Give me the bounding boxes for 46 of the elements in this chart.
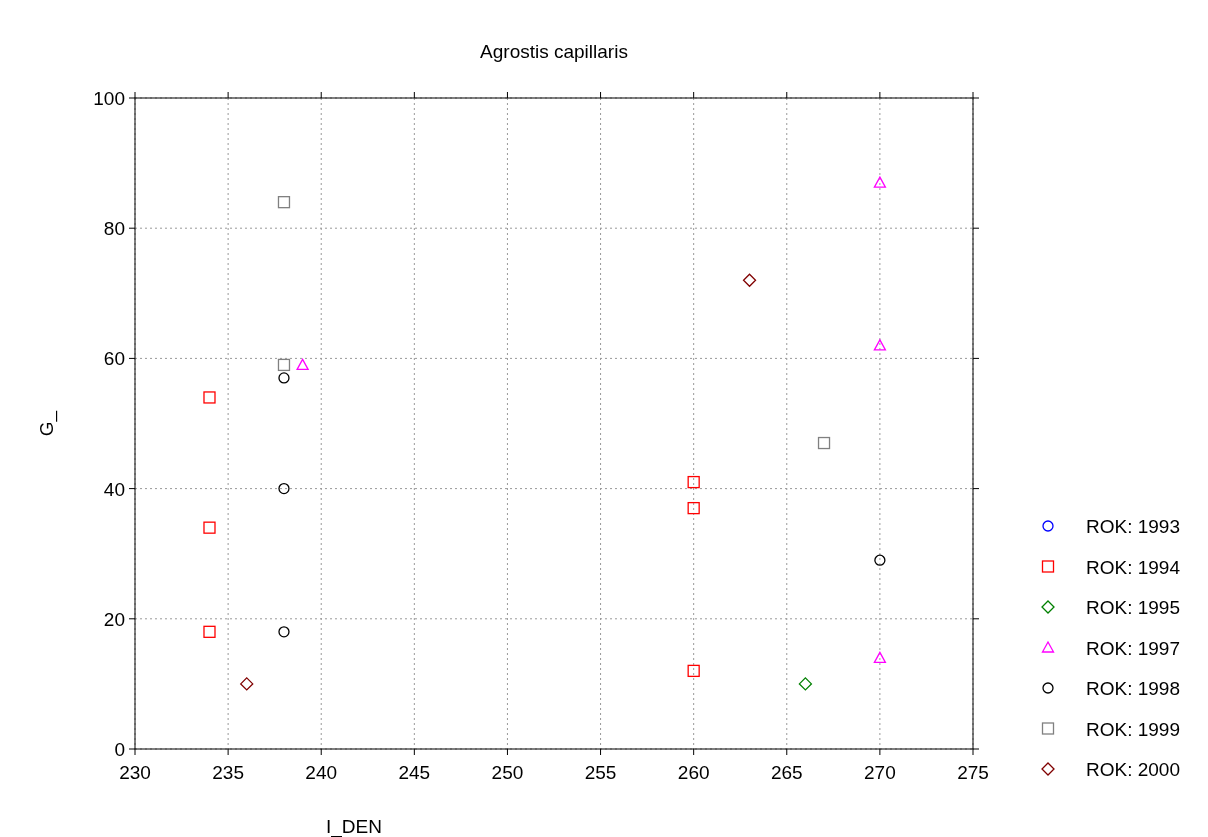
legend-label: ROK: 1994 [1086,556,1181,578]
y-tick-label: 60 [103,348,125,370]
point [277,358,291,372]
point [203,391,216,404]
point [240,677,254,691]
point [203,625,216,638]
point [296,358,309,371]
x-tick-label: 235 [212,762,244,783]
y-tick-label: 0 [114,739,125,760]
point [873,176,887,188]
legend-label: ROK: 2000 [1086,759,1180,780]
point [873,651,887,664]
point [873,339,887,351]
point [798,677,813,691]
x-tick-label: 245 [398,762,431,783]
point [742,273,757,287]
x-tick-label: 240 [305,762,338,783]
point [687,501,700,515]
point [277,196,291,209]
point [687,664,700,678]
point [278,482,290,495]
point [687,475,700,489]
x-tick-label: 260 [677,762,710,783]
x-tick-label: 255 [584,762,617,783]
y-axis-title: G_ [36,410,58,437]
point [278,372,290,384]
x-axis-title: I_DEN [326,816,382,837]
chart-title: Agrostis capillaris [480,41,628,62]
legend-label: ROK: 1999 [1086,718,1180,740]
y-tick-label: 40 [103,478,125,500]
point [203,521,216,534]
y-tick-label: 80 [103,218,125,240]
legend-label: ROK: 1995 [1086,597,1180,618]
y-tick-label: 20 [103,608,125,630]
x-tick-label: 270 [864,762,896,783]
point [817,436,831,450]
y-tick-label: 100 [93,88,125,109]
legend-label: ROK: 1993 [1086,516,1180,537]
legend-label: ROK: 1997 [1086,637,1180,659]
point [278,626,290,638]
point [874,554,886,566]
legend-label: ROK: 1998 [1086,678,1180,699]
x-tick-label: 230 [119,762,151,783]
x-tick-label: 275 [957,762,989,783]
x-tick-label: 265 [770,762,803,783]
x-tick-label: 250 [491,762,524,783]
